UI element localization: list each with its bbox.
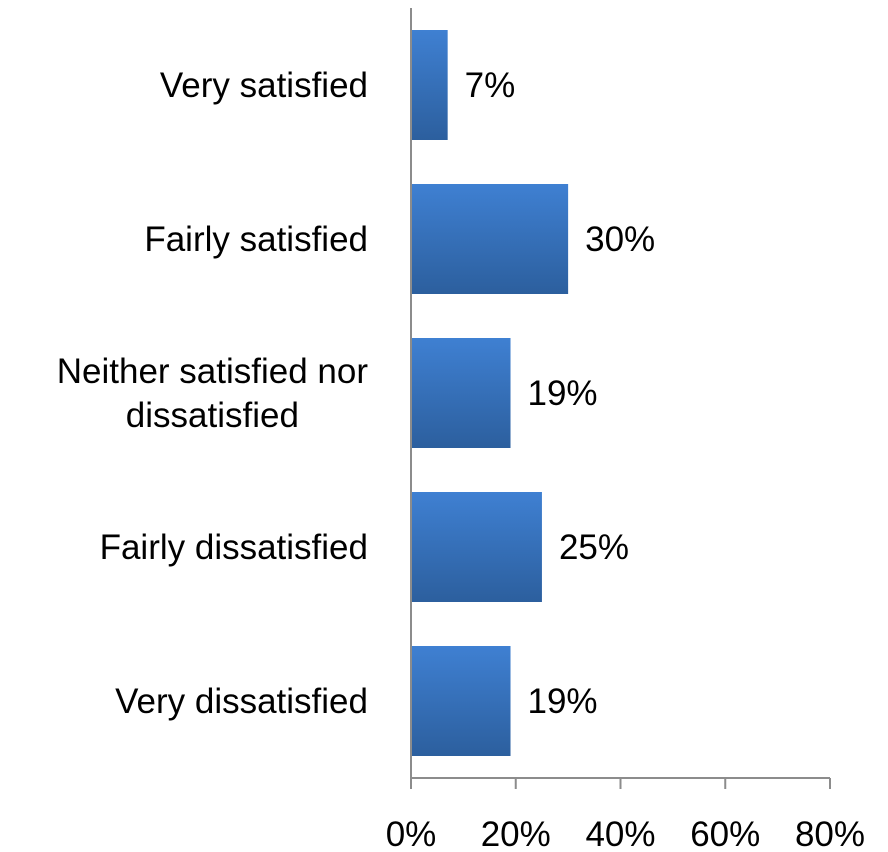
category-label-3: Fairly dissatisfied (100, 528, 368, 567)
bar-3 (411, 492, 542, 602)
bar-1 (411, 184, 569, 294)
category-label-line: Fairly dissatisfied (100, 528, 368, 567)
data-label-3: 25% (559, 528, 629, 567)
bars (411, 30, 569, 756)
bar-4 (411, 646, 511, 756)
x-tick-label-1: 20% (481, 815, 551, 852)
data-label-4: 19% (528, 682, 598, 721)
x-tick-label-4: 80% (795, 815, 865, 852)
category-label-line: Very satisfied (160, 66, 368, 105)
axes (410, 8, 831, 789)
category-label-line: Very dissatisfied (115, 682, 368, 721)
data-label-0: 7% (465, 66, 516, 105)
category-label-1: Fairly satisfied (144, 220, 368, 259)
category-label-line: Fairly satisfied (144, 220, 368, 259)
labels: 7% Very satisfied 30% Fairly satisfied 19% Ne… (57, 66, 865, 852)
bar-2 (411, 338, 511, 448)
category-label-line: Neither satisfied nor (57, 352, 369, 391)
category-label-2: Neither satisfied nor dissatisfied (57, 352, 369, 435)
bar-0 (411, 30, 448, 140)
category-label-4: Very dissatisfied (115, 682, 368, 721)
category-label-0: Very satisfied (160, 66, 368, 105)
x-tick-label-2: 40% (585, 815, 655, 852)
x-tick-label-0: 0% (386, 815, 437, 852)
category-label-line: dissatisfied (126, 396, 299, 435)
data-label-1: 30% (585, 220, 655, 259)
x-tick-label-3: 60% (690, 815, 760, 852)
data-label-2: 19% (528, 374, 598, 413)
